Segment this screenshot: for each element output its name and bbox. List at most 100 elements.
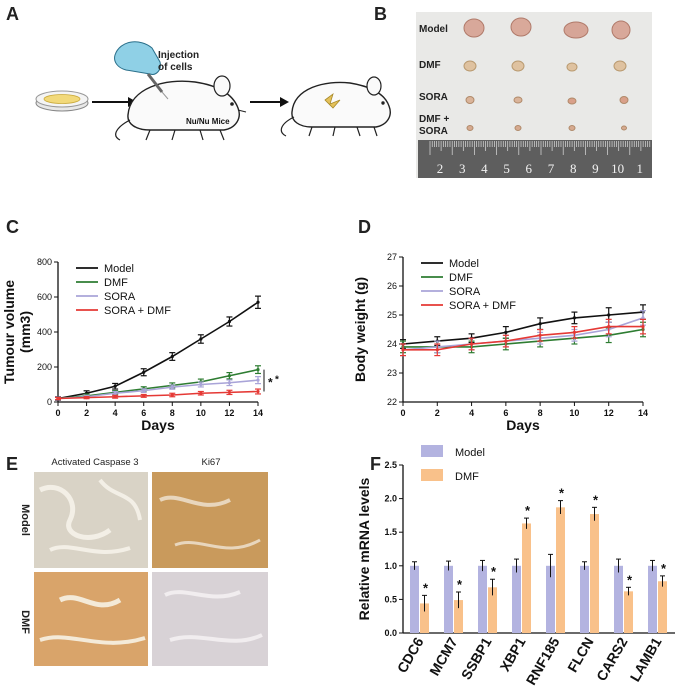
x-tick-label: 6 bbox=[503, 408, 508, 418]
ruler-number: 3 bbox=[459, 161, 466, 176]
injection-text-2: of cells bbox=[158, 62, 193, 73]
y-tick-label: 600 bbox=[37, 292, 52, 302]
data-point bbox=[607, 313, 611, 317]
category-label: LAMB1 bbox=[627, 634, 665, 684]
legend-label: DMF bbox=[449, 272, 473, 284]
x-tick-label: 14 bbox=[253, 408, 263, 418]
panel-label-f: F bbox=[370, 454, 381, 474]
arrow-icon bbox=[250, 97, 289, 107]
col-label-ki67: Ki67 bbox=[201, 457, 220, 468]
bar bbox=[488, 587, 497, 633]
data-point bbox=[113, 395, 117, 399]
bar bbox=[454, 600, 463, 633]
data-point bbox=[56, 396, 60, 401]
y-tick-label: 22 bbox=[387, 397, 397, 407]
bar bbox=[420, 603, 429, 633]
bar bbox=[444, 565, 453, 633]
data-point bbox=[142, 370, 146, 374]
data-point bbox=[256, 368, 260, 372]
x-axis-title: Days bbox=[506, 417, 540, 433]
y-axis-title: Body weight (g) bbox=[352, 277, 368, 382]
data-point bbox=[401, 348, 405, 352]
category-label: CARS2 bbox=[593, 634, 631, 683]
category-label: FLCN bbox=[564, 635, 597, 675]
data-point bbox=[607, 325, 611, 329]
panel-label-a: A bbox=[6, 4, 19, 24]
data-point bbox=[199, 391, 203, 395]
x-tick-label: 8 bbox=[170, 408, 175, 418]
x-tick-label: 12 bbox=[604, 408, 614, 418]
y-tick-label: 1.5 bbox=[384, 527, 397, 537]
y-tick-label: 0.0 bbox=[384, 628, 397, 638]
legend-label: SORA + DMF bbox=[104, 305, 171, 317]
category-label: CDC6 bbox=[394, 634, 427, 675]
ruler-number: 9 bbox=[592, 161, 599, 176]
data-point bbox=[113, 384, 117, 388]
legend-label: Model bbox=[455, 447, 485, 459]
y-tick-label: 400 bbox=[37, 327, 52, 337]
category-label: SSBP1 bbox=[458, 634, 495, 682]
y-tick-label: 27 bbox=[387, 252, 397, 262]
data-point bbox=[113, 391, 117, 395]
data-point bbox=[142, 389, 146, 393]
series-line bbox=[57, 390, 259, 400]
legend-label: Model bbox=[449, 258, 479, 270]
row-label-model: Model bbox=[19, 504, 31, 536]
data-point bbox=[256, 389, 260, 394]
y-tick-label: 25 bbox=[387, 310, 397, 320]
x-tick-label: 4 bbox=[469, 408, 474, 418]
histology-image-dmf-ki67 bbox=[152, 572, 268, 666]
x-tick-label: 10 bbox=[569, 408, 579, 418]
data-point bbox=[504, 339, 508, 343]
legend-label: DMF bbox=[455, 471, 479, 483]
bar bbox=[658, 581, 667, 633]
bar bbox=[478, 565, 487, 633]
ruler-number: 5 bbox=[503, 161, 510, 176]
tumour-samples bbox=[463, 17, 631, 131]
data-point bbox=[227, 390, 232, 394]
ruler-number: 4 bbox=[481, 161, 488, 176]
ruler-number: 7 bbox=[548, 161, 555, 176]
y-tick-label: 0.5 bbox=[384, 594, 397, 604]
significance-marker: * bbox=[661, 561, 667, 576]
data-point bbox=[256, 300, 260, 304]
y-tick-label: 24 bbox=[387, 339, 397, 349]
mouse-tumour-icon bbox=[280, 76, 391, 137]
x-tick-label: 0 bbox=[400, 408, 405, 418]
x-tick-label: 12 bbox=[224, 408, 234, 418]
data-point bbox=[572, 316, 577, 320]
significance-marker: * bbox=[559, 486, 565, 501]
bar bbox=[580, 565, 589, 633]
histology-image-model-ki67 bbox=[152, 472, 268, 568]
bar bbox=[546, 565, 555, 633]
y-axis-title: Relative mRNA levels bbox=[356, 477, 372, 620]
series-line bbox=[403, 325, 643, 351]
y-tick-label: 2.0 bbox=[384, 494, 397, 504]
x-tick-label: 8 bbox=[538, 408, 543, 418]
y-tick-label: 0 bbox=[47, 397, 52, 407]
bar bbox=[648, 565, 657, 633]
mouse-injection-icon: Injection of cells Nu/Nu Mice bbox=[114, 41, 247, 141]
panel-e: E Activated Caspase 3 Ki67 Model DMF bbox=[6, 454, 268, 666]
group-label-dmf: DMF bbox=[419, 60, 441, 71]
mice-text: Nu/Nu Mice bbox=[186, 117, 230, 126]
x-tick-label: 2 bbox=[84, 408, 89, 418]
series-line bbox=[57, 301, 259, 400]
x-tick-label: 10 bbox=[196, 408, 206, 418]
data-point bbox=[84, 396, 89, 400]
data-point bbox=[142, 394, 146, 398]
data-point bbox=[469, 342, 474, 346]
bar bbox=[556, 507, 565, 633]
bar bbox=[590, 514, 599, 633]
data-point bbox=[504, 330, 508, 334]
y-tick-label: 23 bbox=[387, 368, 397, 378]
petri-dish-icon bbox=[35, 90, 89, 112]
col-label-caspase: Activated Caspase 3 bbox=[51, 457, 138, 468]
data-point bbox=[641, 325, 645, 329]
significance-marker: * bbox=[525, 503, 531, 518]
data-point bbox=[256, 378, 260, 382]
group-label-model: Model bbox=[419, 24, 448, 35]
tumour-volume-chart: 0 200 400 600 800 0 2 4 6 8 10 12 14 Days Tumour volum… bbox=[1, 257, 279, 433]
